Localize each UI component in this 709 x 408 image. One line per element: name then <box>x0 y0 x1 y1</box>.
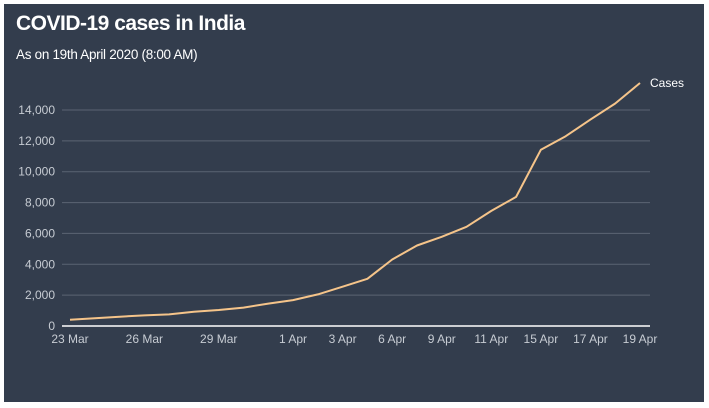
y-tick-label: 10,000 <box>18 165 55 179</box>
x-tick-label: 3 Apr <box>329 332 357 346</box>
x-tick-label: 9 Apr <box>428 332 456 346</box>
y-tick-label: 2,000 <box>25 288 55 302</box>
y-tick-label: 8,000 <box>25 196 55 210</box>
x-tick-label: 26 Mar <box>126 332 163 346</box>
y-tick-label: 12,000 <box>18 134 55 148</box>
y-tick-label: 6,000 <box>25 226 55 240</box>
y-tick-label: 14,000 <box>18 103 55 117</box>
x-tick-label: 19 Apr <box>623 332 658 346</box>
y-tick-label: 4,000 <box>25 257 55 271</box>
y-tick-label: 0 <box>48 319 55 333</box>
chart-title: COVID-19 cases in India <box>16 12 245 35</box>
x-tick-label: 1 Apr <box>279 332 307 346</box>
chart-subtitle: As on 19th April 2020 (8:00 AM) <box>16 47 198 62</box>
x-tick-label: 23 Mar <box>51 332 88 346</box>
x-tick-label: 17 Apr <box>573 332 608 346</box>
series-line-cases <box>69 82 641 321</box>
x-tick-label: 15 Apr <box>524 332 559 346</box>
series-label: Cases <box>650 76 684 90</box>
x-tick-label: 11 Apr <box>474 332 508 346</box>
x-tick-label: 6 Apr <box>378 332 406 346</box>
x-tick-label: 29 Mar <box>200 332 237 346</box>
